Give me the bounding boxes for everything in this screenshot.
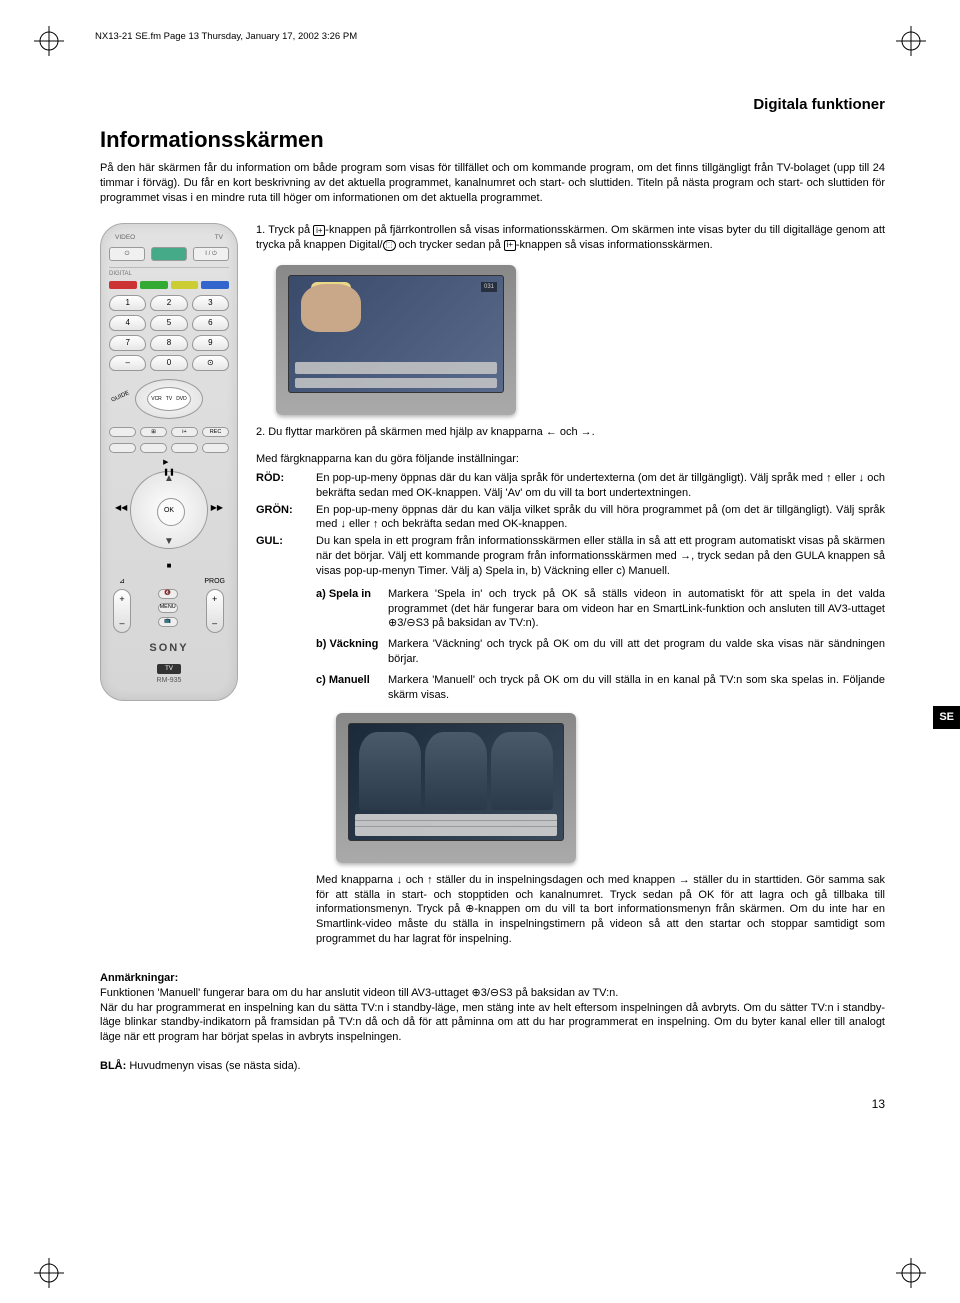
remote-color-red — [109, 281, 137, 289]
remote-num: 8 — [150, 335, 187, 351]
remote-stop-icon: ■ — [167, 561, 172, 572]
crop-mark — [34, 1258, 64, 1288]
remote-pill — [202, 443, 229, 453]
remote-ffw-icon: ▶▶ — [211, 503, 223, 514]
remote-pill — [140, 443, 167, 453]
blue-label: BLÅ: — [100, 1060, 126, 1072]
blue-section: BLÅ: Huvudmenyn visas (se nästa sida). — [100, 1059, 885, 1074]
color-intro: Med färgknapparna kan du göra följande i… — [256, 452, 885, 467]
remote-vol-icon: ⊿ — [119, 577, 125, 586]
remote-prog-rocker — [206, 589, 224, 633]
step-1: 1. Tryck på i+-knappen på fjärrkontrolle… — [256, 223, 885, 253]
crop-mark — [896, 1258, 926, 1288]
remote-btn: ⏻ — [109, 247, 145, 261]
remote-menu-btn: MENU — [158, 603, 178, 613]
red-text: En pop-up-meny öppnas där du kan välja s… — [316, 471, 885, 501]
yellow-text: Du kan spela in ett program från informa… — [316, 534, 885, 579]
remote-num: 3 — [192, 295, 229, 311]
post-tv-text: Med knapparna ↓ och ↑ ställer du in insp… — [316, 873, 885, 947]
sub-b-label: b) Väckning — [316, 637, 388, 667]
yellow-label: GUL: — [256, 534, 316, 579]
tv-screenshot-2 — [336, 713, 576, 863]
remote-pill: ⊞ — [140, 427, 167, 437]
step-2-text-b: och — [560, 426, 581, 438]
remote-num: 1 — [109, 295, 146, 311]
remote-btn: I / ⏻ — [193, 247, 229, 261]
remote-num: – — [109, 355, 146, 371]
page-number: 13 — [100, 1096, 885, 1112]
step-2: 2. Du flyttar markören på skärmen med hj… — [256, 425, 885, 440]
remote-pill — [109, 427, 136, 437]
red-label: RÖD: — [256, 471, 316, 501]
tv-screenshot-1: 031 — [276, 265, 516, 415]
green-label: GRÖN: — [256, 503, 316, 533]
remote-tv-icon: 📺 — [158, 617, 178, 627]
remote-num: 0 — [150, 355, 187, 371]
arrow-down-icon: ▼ — [164, 535, 174, 549]
info-button-icon: i+ — [504, 240, 516, 251]
remote-volume-rocker — [113, 589, 131, 633]
blue-text: Huvudmenyn visas (se nästa sida). — [126, 1060, 300, 1072]
remote-guide-dvd: DVD — [176, 396, 187, 403]
notes-2: När du har programmerat en inspelning ka… — [100, 1002, 885, 1044]
remote-model: RM-935 — [109, 676, 229, 685]
sub-a-text: Markera 'Spela in' och tryck på OK så st… — [388, 587, 885, 632]
remote-rew-icon: ◀◀ — [115, 503, 127, 514]
remote-brand: SONY — [109, 641, 229, 656]
notes-heading: Anmärkningar: — [100, 972, 178, 984]
step-1-text-d: -knappen så visas informationsskärmen. — [516, 239, 713, 251]
info-button-icon: i+ — [313, 225, 325, 236]
sub-b-text: Markera 'Väckning' och tryck på OK om du… — [388, 637, 885, 667]
page-title: Informationsskärmen — [100, 125, 885, 155]
remote-control-image: VIDEO TV ⏻ I / ⏻ DIGITAL 1 2 — [100, 223, 238, 700]
notes-1: Funktionen 'Manuell' fungerar bara om du… — [100, 987, 618, 999]
remote-digital-label: DIGITAL — [109, 267, 229, 278]
remote-pill — [171, 443, 198, 453]
step-1-text: Tryck på — [268, 224, 313, 236]
remote-pill — [109, 443, 136, 453]
remote-label-video: VIDEO — [115, 234, 135, 243]
remote-btn — [151, 247, 187, 261]
sub-a-label: a) Spela in — [316, 587, 388, 632]
remote-num: 6 — [192, 315, 229, 331]
remote-num: 5 — [150, 315, 187, 331]
remote-guide-vcr: VCR — [151, 396, 162, 403]
section-header: Digitala funktioner — [100, 95, 885, 115]
remote-pill: i+ — [171, 427, 198, 437]
remote-dpad: OK ▲ ▼ ▶❚❚ — [130, 471, 208, 549]
remote-guide-wheel: VCR TV DVD — [135, 379, 203, 419]
green-text: En pop-up-meny öppnas där du kan välja v… — [316, 503, 885, 533]
remote-play-icon: ▶❚❚ — [163, 458, 175, 477]
remote-tv-badge: TV — [157, 664, 181, 674]
sub-c-text: Markera 'Manuell' och tryck på OK om du … — [388, 673, 885, 703]
intro-text: På den här skärmen får du information om… — [100, 161, 885, 206]
remote-num: 7 — [109, 335, 146, 351]
step-2-text-c: . — [592, 426, 595, 438]
remote-color-blue — [201, 281, 229, 289]
remote-mute-icon: 🔇 — [158, 589, 178, 599]
remote-num: 9 — [192, 335, 229, 351]
remote-num: ⊙ — [192, 355, 229, 371]
remote-color-green — [140, 281, 168, 289]
step-2-text: Du flyttar markören på skärmen med hjälp… — [268, 426, 546, 438]
digital-button-icon: ⬚ — [383, 240, 396, 251]
remote-color-yellow — [171, 281, 199, 289]
remote-num: 2 — [150, 295, 187, 311]
remote-ok: OK — [164, 506, 174, 515]
sub-c-label: c) Manuell — [316, 673, 388, 703]
remote-guide-tv: TV — [166, 396, 172, 403]
remote-label-tv: TV — [215, 234, 223, 243]
remote-num: 4 — [109, 315, 146, 331]
remote-prog-label: PROG — [204, 577, 225, 586]
remote-pill: REC — [202, 427, 229, 437]
notes: Anmärkningar: Funktionen 'Manuell' funge… — [100, 971, 885, 1045]
step-1-text-c: och trycker sedan på — [396, 239, 504, 251]
remote-guide-label: GUIDE — [110, 390, 131, 405]
